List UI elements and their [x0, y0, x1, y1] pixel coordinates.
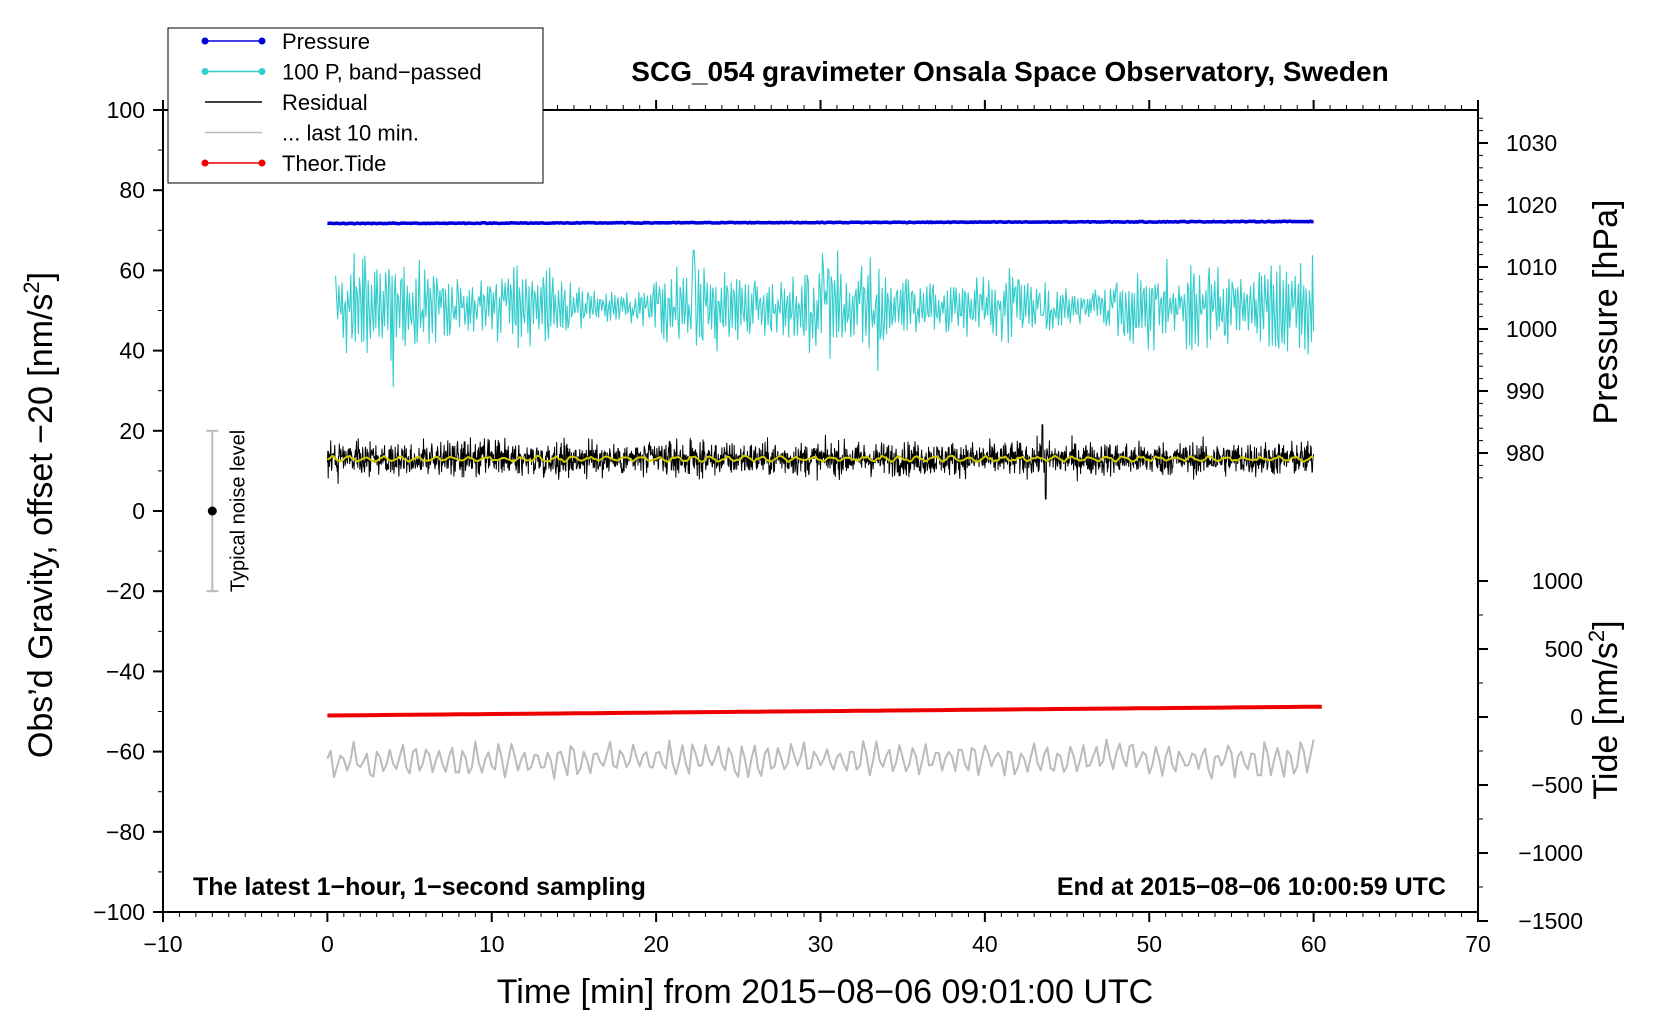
legend-marker	[201, 37, 209, 45]
x-tick-label: 50	[1136, 931, 1162, 957]
x-axis-title: Time [min] from 2015−08−06 09:01:00 UTC	[497, 973, 1153, 1011]
y-tick-label: 80	[119, 177, 145, 203]
y-tick-label: −20	[106, 578, 145, 604]
legend-marker	[258, 37, 266, 45]
y-tick-label: −40	[106, 658, 145, 684]
noise-level-indicator: Typical noise level	[206, 429, 249, 593]
sampling-note: The latest 1−hour, 1−second sampling	[193, 873, 646, 901]
y-tick-label: −80	[106, 819, 145, 845]
y-tick-label: −100	[93, 899, 145, 925]
x-tick-label: 30	[808, 931, 834, 957]
pressure-tick-label: 1030	[1506, 130, 1557, 156]
noise-bar-label: Typical noise level	[227, 430, 249, 592]
legend-marker	[201, 68, 209, 75]
legend-label: Pressure	[282, 29, 370, 54]
y-axis-title: Obs’d Gravity, offset −20 [nm/s2]	[19, 272, 60, 758]
legend-marker	[258, 159, 266, 167]
y-tick-label: −60	[106, 739, 145, 765]
x-tick-label: 60	[1301, 931, 1327, 957]
axes-layer: −10 0 10 20 30 40 50 60 70100806040200−20−40−60−…	[93, 97, 1583, 957]
pressure-tick-label: 1020	[1506, 192, 1557, 218]
tide-tick-label: −1000	[1518, 840, 1583, 866]
tide-tick-label: 0	[1570, 704, 1583, 730]
x-tick-label: 70	[1465, 931, 1491, 957]
x-tick-label: 40	[972, 931, 998, 957]
tide-tick-label: −500	[1531, 772, 1583, 798]
legend-marker	[258, 68, 266, 75]
series-bandpassed-pressure	[335, 249, 1315, 388]
series-pressure	[327, 219, 1314, 226]
legend-label: 100 P, band−passed	[282, 60, 482, 85]
tide-tick-label: −1500	[1518, 908, 1583, 934]
legend: Pressure 100 P, band−passed Residual ... la…	[167, 27, 544, 184]
series-layer	[326, 219, 1322, 780]
pressure-tick-label: 1010	[1506, 254, 1557, 280]
x-tick-label: 20	[643, 931, 669, 957]
pressure-tick-label: 980	[1506, 440, 1544, 466]
chart-title: SCG_054 gravimeter Onsala Space Observat…	[631, 56, 1388, 87]
pressure-tick-label: 1000	[1506, 316, 1557, 342]
y-tick-label: 100	[107, 97, 145, 123]
series-last-10-min	[326, 738, 1315, 780]
tide-tick-label: 1000	[1532, 568, 1583, 594]
series-residual-smoothed	[326, 454, 1314, 463]
legend-label: Residual	[282, 90, 368, 115]
tide-tick-label: 500	[1545, 636, 1583, 662]
series-theoretical-tide	[327, 704, 1322, 718]
tide-axis-title: Tide [nm/s2]	[1584, 620, 1625, 799]
legend-label: Theor.Tide	[282, 151, 386, 176]
legend-marker	[201, 159, 209, 167]
noise-bar-center-dot	[207, 506, 217, 516]
legend-box	[167, 27, 544, 184]
legend-label: ... last 10 min.	[282, 121, 419, 146]
pressure-axis-title: Pressure [hPa]	[1587, 200, 1625, 425]
x-tick-label: −10	[143, 931, 182, 957]
y-tick-label: 0	[132, 498, 145, 524]
series-residual	[326, 424, 1315, 500]
y-tick-label: 60	[119, 257, 145, 283]
y-tick-label: 40	[119, 338, 145, 364]
y-tick-label: 20	[119, 418, 145, 444]
end-time-note: End at 2015−08−06 10:00:59 UTC	[1057, 873, 1446, 901]
pressure-tick-label: 990	[1506, 378, 1544, 404]
x-tick-label: 10	[479, 931, 505, 957]
plot-frame	[162, 109, 1479, 913]
x-tick-label: 0	[321, 931, 334, 957]
